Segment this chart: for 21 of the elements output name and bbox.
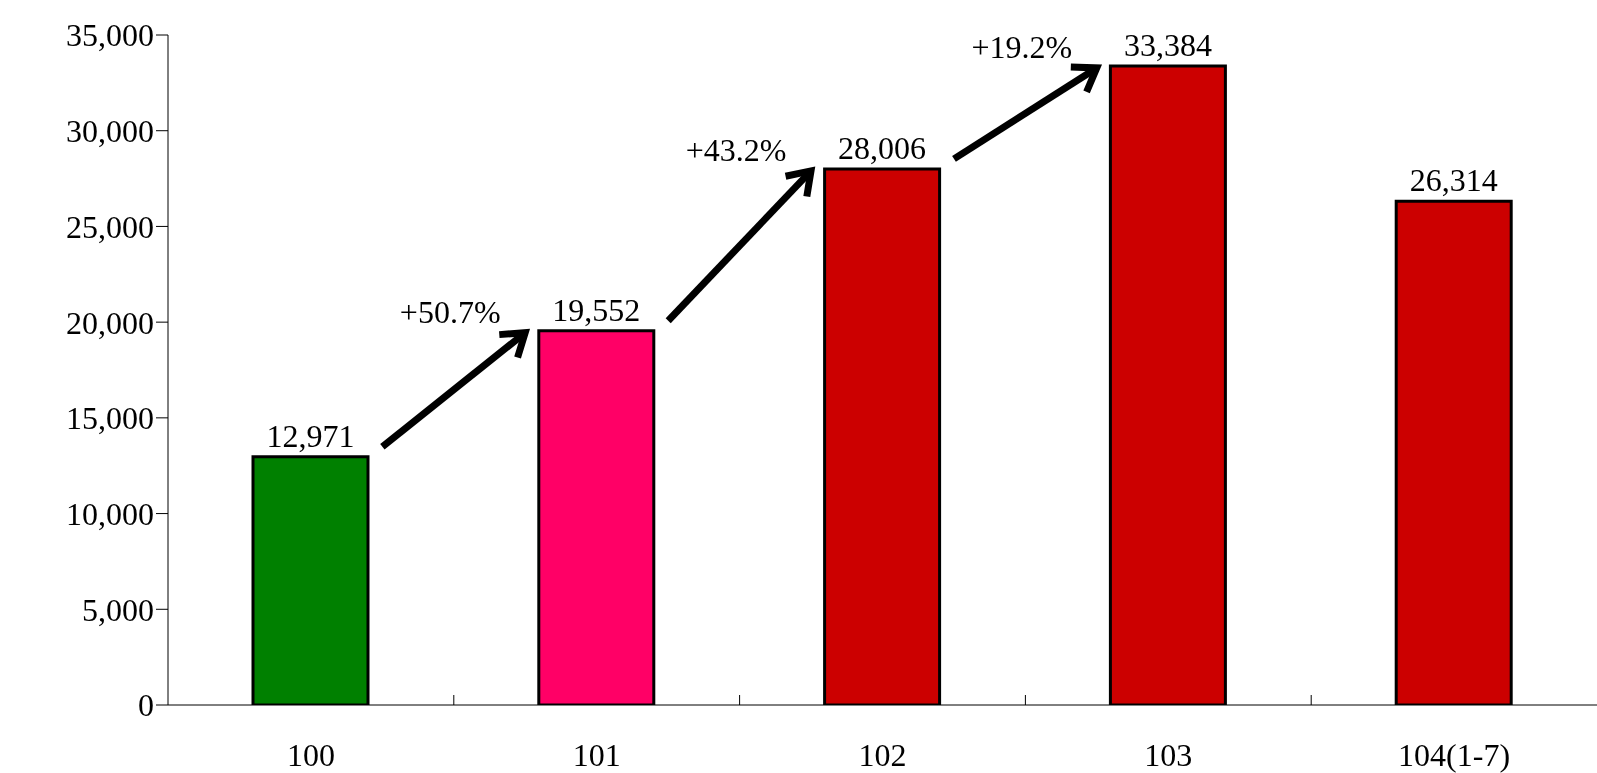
x-tick-label: 101 bbox=[572, 736, 621, 773]
x-tick-label: 100 bbox=[286, 736, 335, 773]
y-tick-label: 10,000 bbox=[66, 495, 154, 532]
y-tick-label: 30,000 bbox=[66, 113, 154, 150]
y-tick-label: 25,000 bbox=[66, 208, 154, 245]
data-label: 33,384 bbox=[1123, 26, 1212, 63]
y-tick-label: 20,000 bbox=[66, 304, 154, 341]
y-tick-label: 35,000 bbox=[66, 17, 154, 54]
x-tick-label: 102 bbox=[858, 736, 907, 773]
y-tick-label: 15,000 bbox=[66, 400, 154, 437]
annotation: +43.2% bbox=[685, 131, 787, 168]
annotation: +50.7% bbox=[399, 293, 501, 330]
data-label: 28,006 bbox=[838, 129, 927, 166]
x-tick-label: 103 bbox=[1144, 736, 1193, 773]
data-label: 19,552 bbox=[552, 291, 641, 328]
y-tick-label: 0 bbox=[138, 687, 154, 724]
data-label: 26,314 bbox=[1409, 162, 1498, 199]
data-label: 12,971 bbox=[266, 417, 355, 454]
annotation: +19.2% bbox=[971, 28, 1073, 65]
y-tick-label: 5,000 bbox=[82, 591, 154, 628]
x-tick-label: 104(1-7) bbox=[1398, 736, 1511, 773]
